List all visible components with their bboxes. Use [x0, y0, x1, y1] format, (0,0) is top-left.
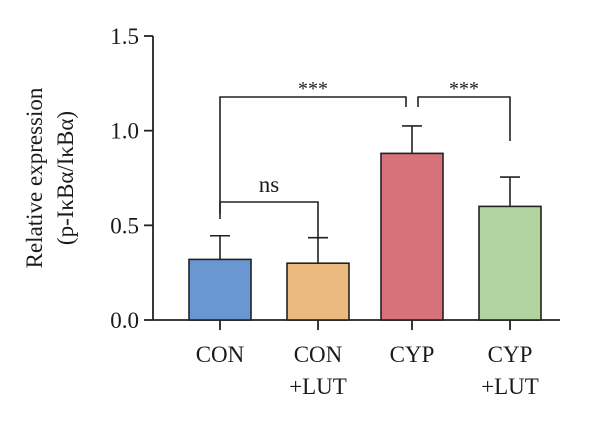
significance-bracket — [219, 201, 319, 239]
x-tick-label: +LUT — [481, 374, 539, 399]
bar — [286, 262, 350, 321]
x-tick-labels: CON CON +LUT CYP CYP +LUT — [196, 342, 539, 399]
y-axis-title-line: Relative expression — [22, 87, 47, 268]
significance-bracket — [417, 96, 511, 141]
error-bars — [210, 125, 520, 264]
significance-label: *** — [449, 78, 479, 100]
significance-bracket — [219, 96, 407, 214]
x-tick-label: CON — [294, 342, 343, 367]
y-tick-label: 0.5 — [110, 213, 139, 238]
significance-label: *** — [298, 78, 328, 100]
y-tick-label: 0.0 — [110, 308, 139, 333]
x-tick-label: CON — [196, 342, 245, 367]
bar — [188, 258, 252, 321]
bars — [188, 152, 542, 321]
significance-label: ns — [259, 172, 280, 197]
bar — [478, 205, 542, 321]
bar — [380, 152, 444, 321]
significance-brackets: ns *** *** — [219, 78, 511, 239]
y-tick-label: 1.0 — [110, 119, 139, 144]
y-tick-label: 1.5 — [110, 24, 139, 49]
y-axis-label: Relative expression (p-IκBα/IκBα) — [22, 87, 78, 268]
x-tick-label: CYP — [488, 342, 533, 367]
y-axis-title-line: (p-IκBα/IκBα) — [53, 111, 78, 245]
x-tick-label: CYP — [390, 342, 435, 367]
x-tick-label: +LUT — [289, 374, 347, 399]
